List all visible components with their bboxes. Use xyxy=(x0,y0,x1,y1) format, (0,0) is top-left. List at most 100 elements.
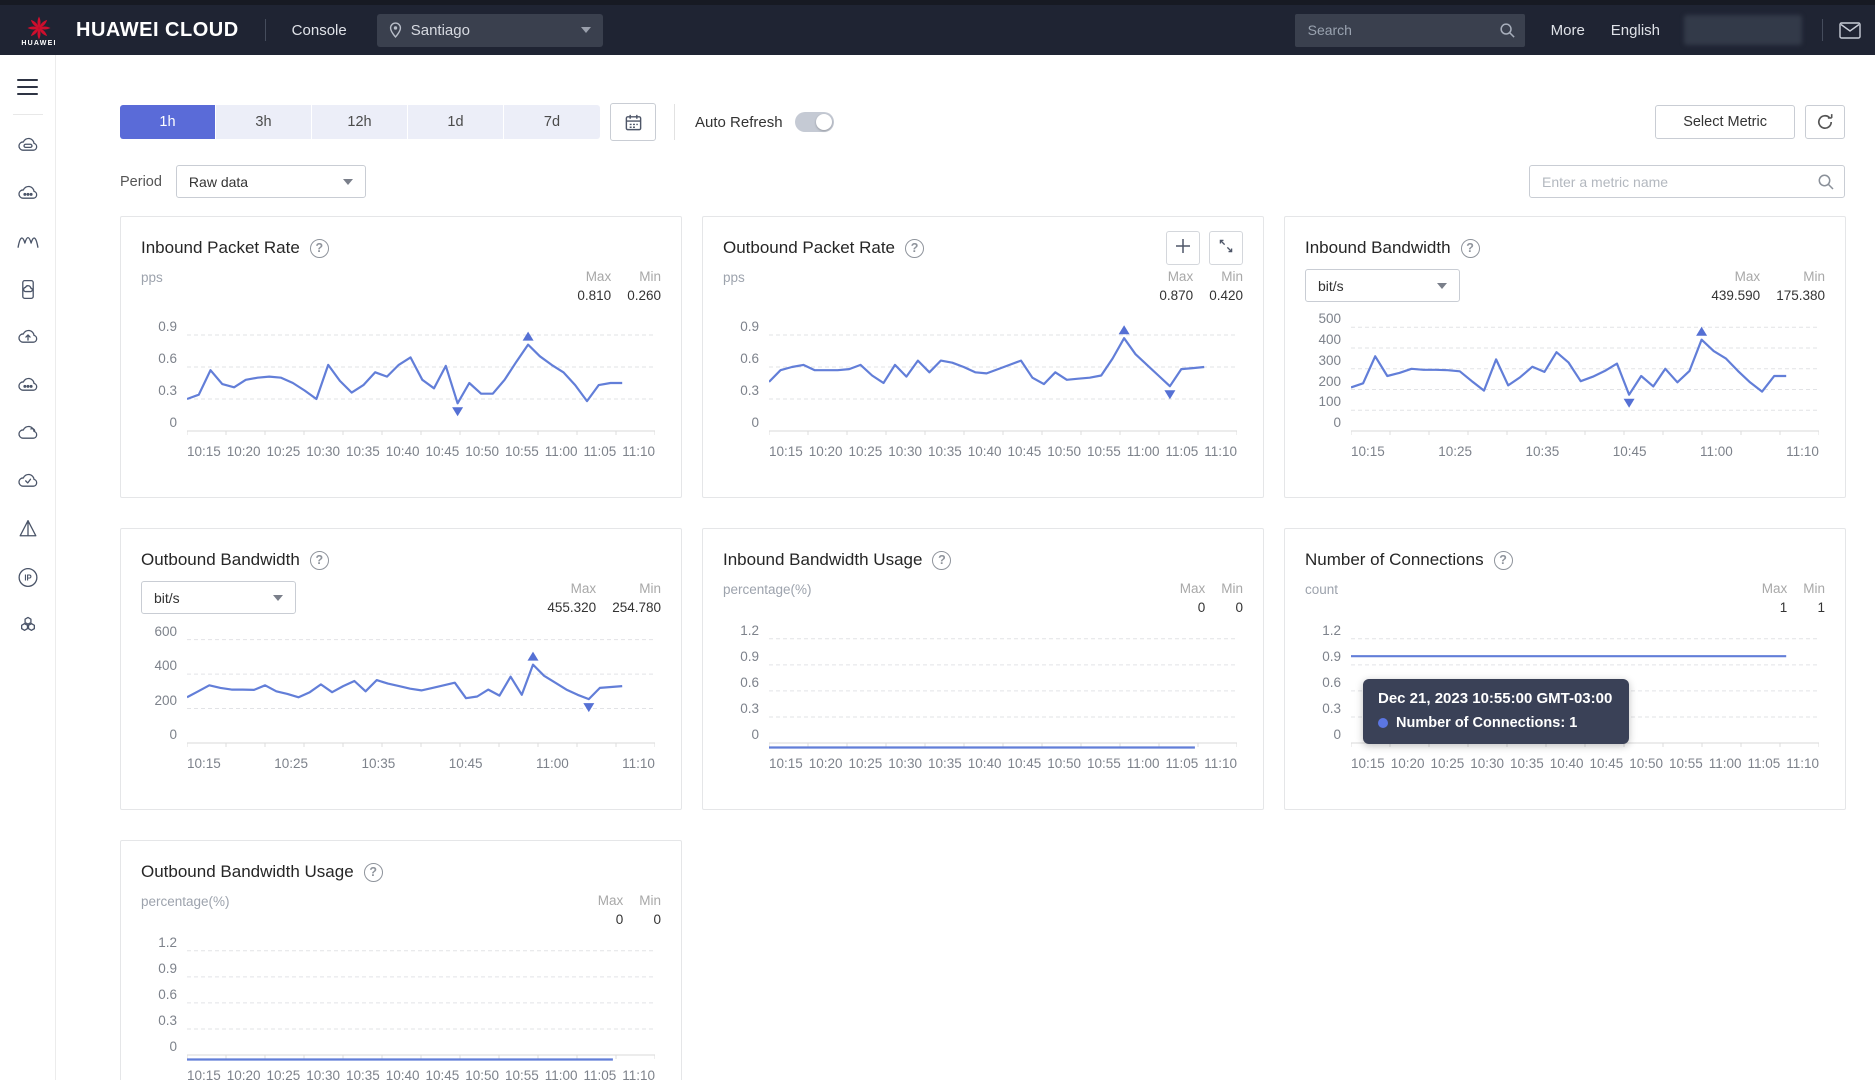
chart-card-2: Inbound Bandwidth? bit/s Max Min 439.590 175.… xyxy=(1284,216,1846,498)
cloud-server-icon[interactable] xyxy=(14,132,42,159)
divider xyxy=(12,114,43,116)
auto-refresh-toggle[interactable] xyxy=(794,112,834,132)
search-icon[interactable] xyxy=(1817,173,1835,191)
unit-dropdown[interactable]: bit/s xyxy=(1305,269,1460,302)
x-tick-label: 10:50 xyxy=(465,444,500,459)
x-tick-label: 10:35 xyxy=(1510,756,1544,771)
region-selector[interactable]: Santiago xyxy=(376,13,603,47)
x-tick-label: 10:40 xyxy=(385,1068,420,1080)
unit-label: percentage(%) xyxy=(723,582,812,597)
max-label: Max xyxy=(585,269,612,284)
x-tick-label: 10:45 xyxy=(1612,444,1647,459)
chart-tooltip: Dec 21, 2023 10:55:00 GMT-03:00 Number of… xyxy=(1363,679,1629,744)
max-min-readout: Max Min 0 0 xyxy=(1180,581,1243,615)
cloud-icon[interactable] xyxy=(14,420,42,447)
time-range-3h[interactable]: 3h xyxy=(216,105,312,139)
x-tick-label: 10:20 xyxy=(226,444,261,459)
toggle-knob xyxy=(815,114,832,130)
x-tick-label: 10:25 xyxy=(848,444,883,459)
help-icon[interactable]: ? xyxy=(1460,238,1480,258)
max-label: Max xyxy=(1734,269,1761,284)
x-tick-label: 11:00 xyxy=(535,756,569,771)
waves-icon[interactable] xyxy=(14,228,42,255)
min-value: 0 xyxy=(653,912,661,927)
chart-title: Inbound Packet Rate xyxy=(141,238,300,257)
console-link[interactable]: Console xyxy=(291,21,347,39)
max-min-readout: Max Min 455.320 254.780 xyxy=(547,581,661,615)
y-tick-label: 0.3 xyxy=(740,701,759,716)
help-icon[interactable]: ? xyxy=(309,550,329,570)
chart-card-4: Inbound Bandwidth Usage? percentage(%) Max… xyxy=(702,528,1264,810)
select-metric-button[interactable]: Select Metric xyxy=(1655,105,1795,139)
x-tick-label: 11:10 xyxy=(1786,756,1819,771)
mail-icon[interactable] xyxy=(1839,21,1861,39)
x-axis: 10:15 10:20 10:25 10:30 10:35 10:40 10:45 10:50… xyxy=(187,1068,655,1080)
y-tick-label: 0.9 xyxy=(1322,648,1341,664)
x-tick-label: 10:15 xyxy=(187,444,221,459)
x-tick-label: 10:35 xyxy=(361,756,396,771)
help-icon[interactable]: ? xyxy=(309,238,329,258)
cluster-icon[interactable] xyxy=(14,612,42,639)
refresh-button[interactable] xyxy=(1805,105,1845,139)
cloud-check-icon[interactable] xyxy=(14,468,42,495)
series-dot-icon xyxy=(1378,718,1388,728)
device-cloud-icon[interactable] xyxy=(14,276,42,303)
user-account-blurred[interactable] xyxy=(1684,15,1802,45)
zoom-select-button[interactable] xyxy=(1166,231,1200,265)
min-label: Min xyxy=(639,269,661,284)
help-icon[interactable]: ? xyxy=(1493,550,1513,570)
chart-plot[interactable] xyxy=(187,319,655,441)
time-range-7d[interactable]: 7d xyxy=(504,105,600,139)
menu-icon[interactable] xyxy=(13,75,42,99)
max-min-readout: Max Min 0 0 xyxy=(598,893,661,927)
global-search-input[interactable] xyxy=(1294,13,1525,47)
x-tick-label: 10:55 xyxy=(505,444,539,459)
max-label: Max xyxy=(1179,581,1206,596)
y-tick-label: 1.2 xyxy=(1322,622,1341,638)
period-dropdown[interactable]: Raw data xyxy=(175,165,366,198)
min-label: Min xyxy=(639,581,661,596)
expand-chart-button[interactable] xyxy=(1209,231,1243,265)
time-range-12h[interactable]: 12h xyxy=(312,105,408,139)
x-tick-label: 10:50 xyxy=(1629,756,1664,771)
topbar: HUAWEI HUAWEI CLOUD Console Santiago Mor… xyxy=(0,5,1875,55)
time-range-1h[interactable]: 1h xyxy=(120,105,216,139)
calendar-button[interactable] xyxy=(610,103,656,141)
logo-word: HUAWEI xyxy=(21,39,57,47)
y-tick-label: 0 xyxy=(169,727,177,742)
min-label: Min xyxy=(1221,269,1243,284)
more-menu[interactable]: More xyxy=(1550,21,1585,39)
huawei-logo-icon[interactable]: HUAWEI xyxy=(12,14,66,47)
search-icon[interactable] xyxy=(1499,22,1516,39)
chart-plot[interactable] xyxy=(769,631,1237,753)
cloud-upload-icon[interactable] xyxy=(14,324,42,351)
chart-plot[interactable] xyxy=(769,319,1237,441)
language-menu[interactable]: English xyxy=(1610,21,1660,39)
x-tick-label: 11:10 xyxy=(1204,444,1237,459)
metric-search-input[interactable] xyxy=(1529,165,1845,198)
unit-dropdown[interactable]: bit/s xyxy=(141,581,296,614)
min-value: 1 xyxy=(1817,600,1825,615)
x-tick-label: 10:40 xyxy=(1549,756,1584,771)
help-icon[interactable]: ? xyxy=(363,862,383,882)
chart-plot[interactable] xyxy=(187,631,655,753)
max-label: Max xyxy=(1167,269,1194,284)
x-tick-label: 10:20 xyxy=(808,444,843,459)
unit-label: percentage(%) xyxy=(141,894,230,909)
cloud-ellipsis-icon[interactable] xyxy=(14,180,42,207)
time-range-1d[interactable]: 1d xyxy=(408,105,504,139)
main-content: 1h 3h 12h 1d 7d Auto Refresh Select Metric P… xyxy=(56,55,1875,1080)
x-tick-label: 10:30 xyxy=(306,1068,341,1080)
x-tick-label: 10:30 xyxy=(306,444,341,459)
chart-plot[interactable] xyxy=(1351,319,1819,441)
y-tick-label: 300 xyxy=(1318,352,1341,368)
help-icon[interactable]: ? xyxy=(905,238,925,258)
max-min-readout: Max Min 439.590 175.380 xyxy=(1711,269,1825,303)
prism-icon[interactable] xyxy=(14,516,42,543)
cloud-ellipsis-2-icon[interactable] xyxy=(14,372,42,399)
divider xyxy=(264,19,266,41)
ip-icon[interactable]: IP xyxy=(14,564,42,591)
chart-plot[interactable] xyxy=(187,943,655,1065)
help-icon[interactable]: ? xyxy=(932,550,952,570)
x-tick-label: 10:15 xyxy=(769,756,803,771)
